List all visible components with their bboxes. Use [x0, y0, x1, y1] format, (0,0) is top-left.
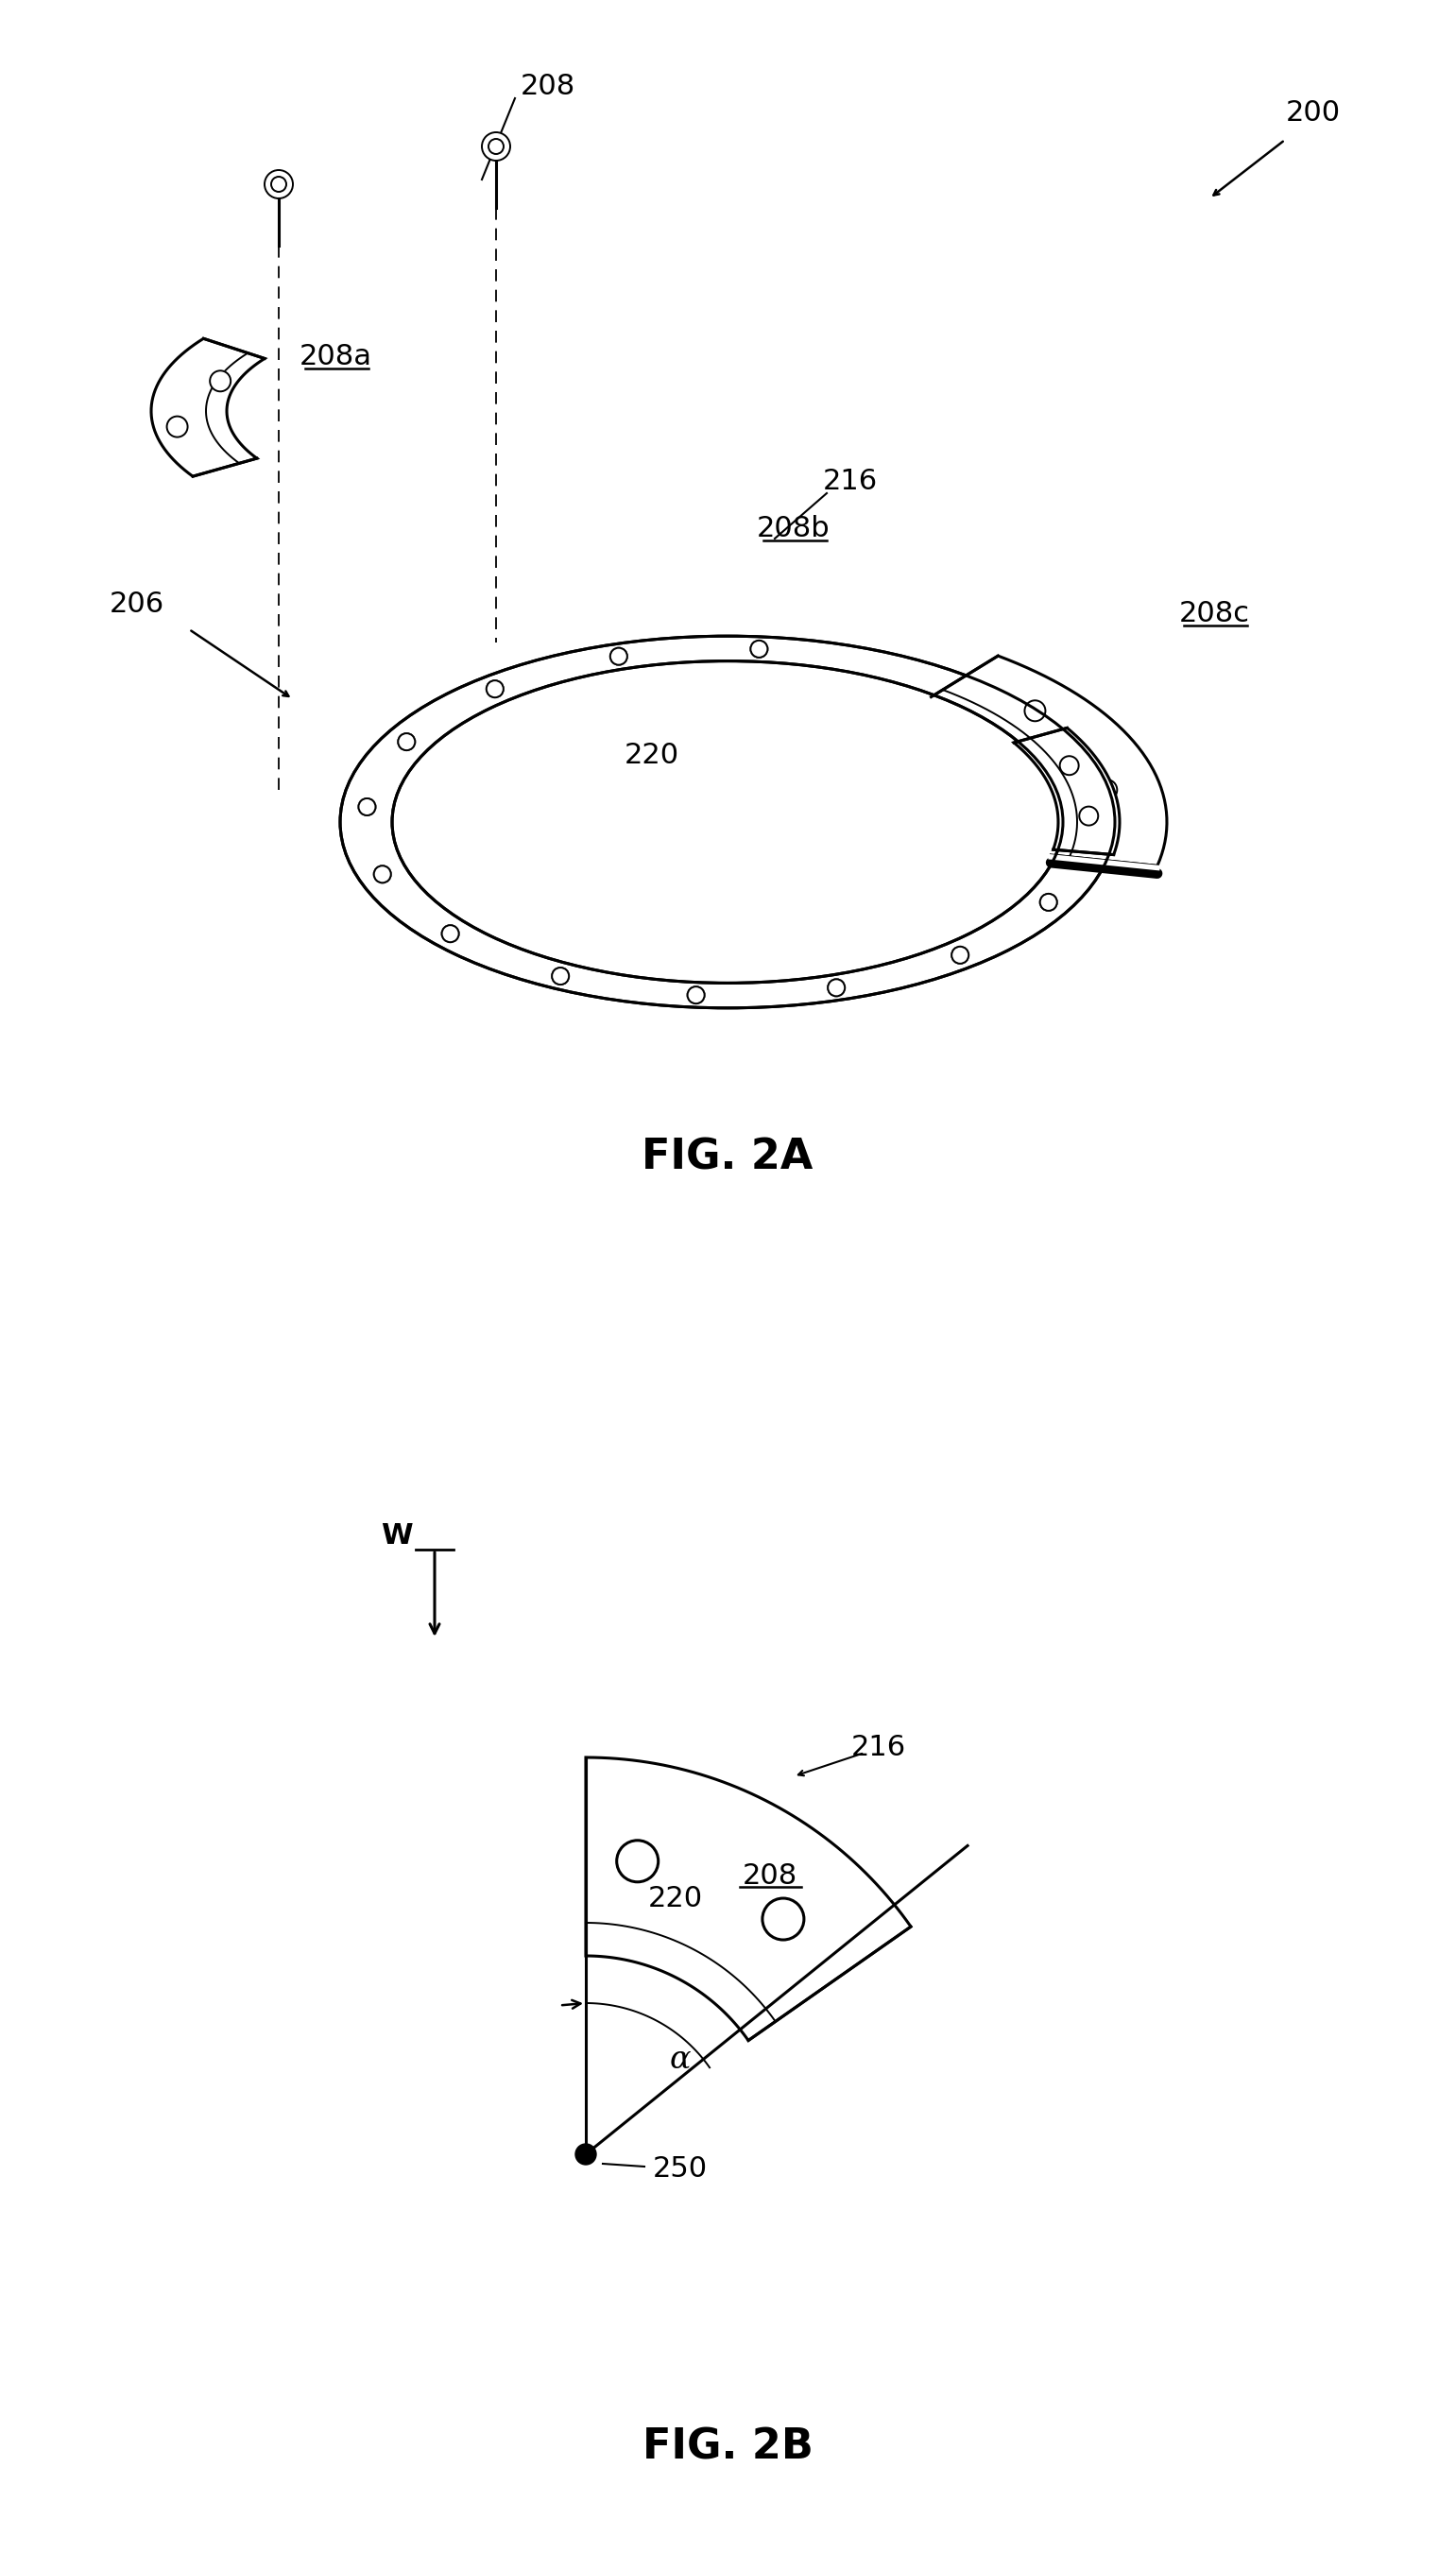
Ellipse shape [341, 636, 1115, 1008]
Circle shape [358, 799, 376, 814]
Circle shape [441, 924, 459, 942]
Circle shape [482, 133, 510, 161]
Text: W: W [381, 1522, 412, 1550]
Text: 208: 208 [743, 1861, 798, 1889]
Text: FIG. 2B: FIG. 2B [642, 2428, 812, 2469]
Circle shape [210, 370, 230, 391]
Circle shape [750, 641, 767, 659]
Circle shape [828, 980, 844, 996]
Text: 216: 216 [823, 467, 878, 495]
Circle shape [575, 2145, 596, 2165]
Circle shape [397, 733, 415, 751]
Circle shape [687, 985, 705, 1003]
Circle shape [1040, 894, 1057, 911]
Polygon shape [932, 656, 1166, 865]
Circle shape [488, 138, 504, 153]
Text: 208c: 208c [1179, 600, 1249, 628]
Text: 216: 216 [852, 1733, 906, 1762]
Circle shape [1060, 756, 1079, 776]
Circle shape [1025, 700, 1045, 720]
Circle shape [271, 176, 287, 191]
Polygon shape [151, 340, 265, 477]
Text: 220: 220 [625, 743, 680, 768]
Circle shape [1040, 894, 1057, 911]
Text: 220: 220 [648, 1887, 703, 1912]
Circle shape [610, 648, 628, 664]
Circle shape [687, 985, 705, 1003]
Text: 250: 250 [652, 2155, 708, 2183]
Circle shape [374, 865, 390, 883]
Circle shape [265, 171, 293, 199]
Circle shape [952, 947, 968, 962]
Text: FIG. 2A: FIG. 2A [642, 1136, 814, 1177]
Circle shape [1079, 807, 1098, 825]
Text: 200: 200 [1286, 100, 1341, 128]
Text: 206: 206 [109, 590, 165, 618]
Circle shape [1096, 779, 1117, 799]
Circle shape [441, 924, 459, 942]
Circle shape [828, 980, 844, 996]
Circle shape [952, 947, 968, 962]
Circle shape [486, 682, 504, 697]
Circle shape [552, 968, 569, 985]
Text: 208b: 208b [757, 516, 830, 544]
Circle shape [374, 865, 390, 883]
Text: α: α [670, 2045, 692, 2076]
Circle shape [610, 648, 628, 664]
Circle shape [358, 799, 376, 814]
Circle shape [617, 1841, 658, 1882]
Circle shape [750, 641, 767, 659]
Circle shape [552, 968, 569, 985]
Ellipse shape [392, 661, 1063, 983]
Polygon shape [1013, 728, 1120, 855]
Text: 208: 208 [520, 74, 575, 100]
Polygon shape [585, 1756, 911, 2040]
Circle shape [397, 733, 415, 751]
Text: 208a: 208a [298, 345, 371, 370]
Circle shape [167, 416, 188, 437]
Circle shape [763, 1899, 804, 1940]
Circle shape [486, 682, 504, 697]
